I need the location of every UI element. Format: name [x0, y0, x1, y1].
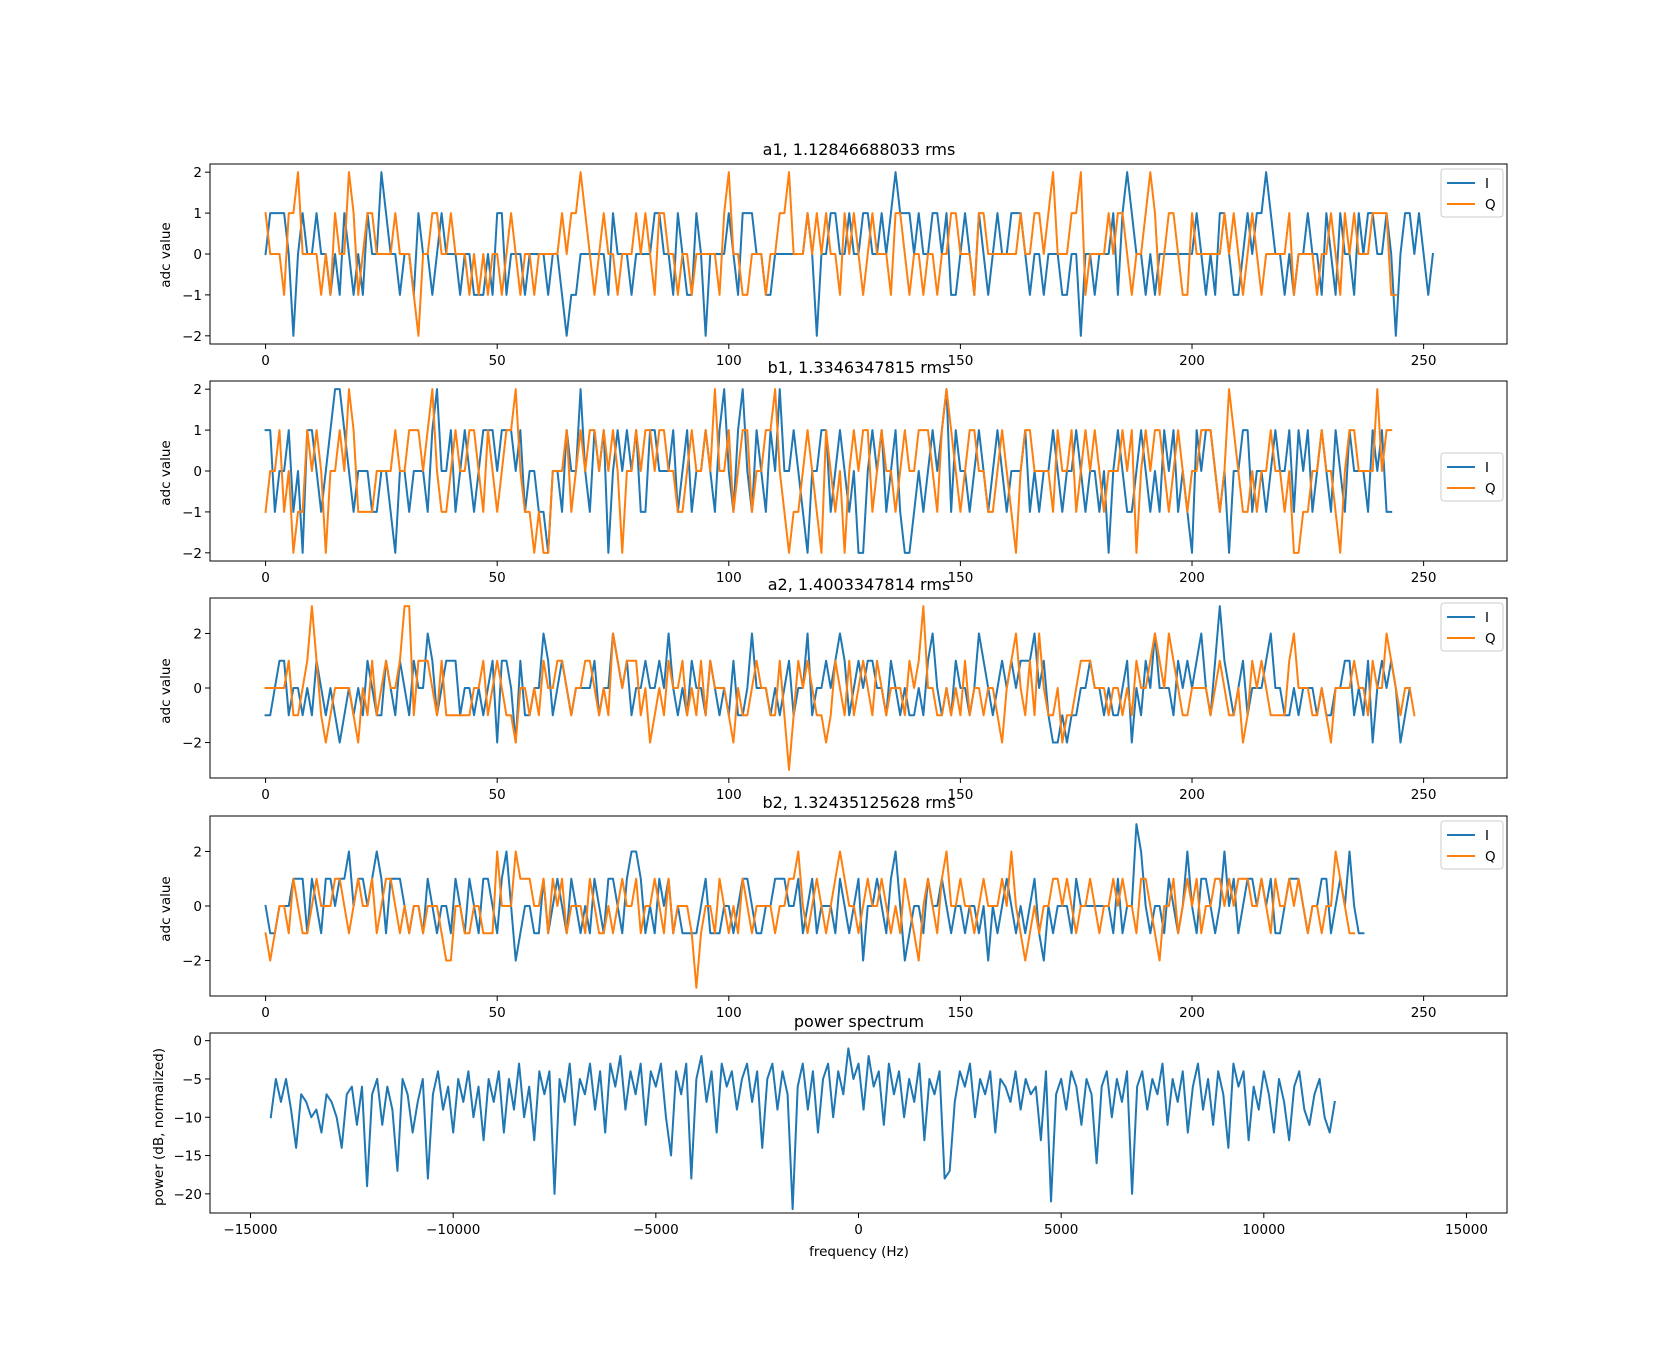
subplot-title: a1, 1.12846688033 rms: [763, 140, 956, 159]
y-tick-label: −10: [174, 1110, 203, 1126]
subplot-title: b2, 1.32435125628 rms: [762, 793, 955, 812]
x-tick-label: 50: [489, 353, 506, 369]
x-axis-label: frequency (Hz): [809, 1244, 909, 1260]
subplot-title: power spectrum: [794, 1012, 924, 1031]
x-tick-label: 10000: [1242, 1222, 1285, 1238]
series-line-q: [264, 171, 1397, 337]
y-tick-label: 2: [193, 165, 202, 181]
y-tick-label: 1: [193, 206, 202, 222]
legend-label-q: Q: [1485, 481, 1496, 497]
subplot-a1: a1, 1.12846688033 rms adc value 0 50 100 15…: [158, 140, 1508, 369]
legend-label-i: I: [1485, 176, 1489, 192]
y-tick-label: 2: [193, 626, 202, 642]
legend-label-q: Q: [1485, 631, 1496, 647]
x-tick-label: 0: [261, 787, 270, 803]
x-tick-label: 15000: [1445, 1222, 1488, 1238]
y-tick-label: −2: [182, 954, 202, 970]
series-line-q: [264, 605, 1416, 771]
x-tick-label: 0: [261, 353, 270, 369]
x-tick-label: 150: [948, 1005, 974, 1021]
x-tick-label: 150: [948, 787, 974, 803]
x-tick-label: 50: [489, 570, 506, 586]
y-tick-label: −2: [182, 546, 202, 562]
y-tick-label: 2: [193, 844, 202, 860]
y-tick-label: −1: [182, 505, 202, 521]
y-axis-label: adc value: [158, 658, 174, 723]
x-tick-label: 50: [489, 787, 506, 803]
x-tick-label: 200: [1179, 353, 1205, 369]
legend: IQ: [1440, 602, 1504, 652]
x-tick-label: 0: [261, 570, 270, 586]
series-line-q: [264, 850, 1356, 989]
x-tick-label: 5000: [1044, 1222, 1078, 1238]
y-tick-label: 0: [193, 899, 202, 915]
legend-label-q: Q: [1485, 197, 1496, 213]
series-line-i: [264, 605, 1411, 744]
y-tick-label: −1: [182, 288, 202, 304]
x-tick-label: 200: [1179, 570, 1205, 586]
x-tick-label: 250: [1411, 1005, 1437, 1021]
y-tick-label: 2: [193, 382, 202, 398]
series-line-i: [264, 388, 1393, 554]
x-tick-label: 250: [1411, 570, 1437, 586]
legend: IQ: [1440, 168, 1504, 218]
y-tick-label: −2: [182, 736, 202, 752]
series-line-q: [264, 388, 1393, 554]
subplot-title: b1, 1.3346347815 rms: [768, 358, 951, 377]
y-tick-label: 0: [193, 464, 202, 480]
legend-label-i: I: [1485, 828, 1489, 844]
y-tick-label: 0: [193, 1034, 202, 1050]
y-tick-label: 0: [193, 247, 202, 263]
x-tick-label: −5000: [633, 1222, 679, 1238]
y-axis-label: adc value: [158, 222, 174, 287]
subplot-title: a2, 1.4003347814 rms: [768, 575, 951, 594]
y-tick-label: −2: [182, 329, 202, 345]
x-tick-label: 250: [1411, 353, 1437, 369]
x-tick-label: 250: [1411, 787, 1437, 803]
y-tick-label: 0: [193, 681, 202, 697]
y-tick-label: 1: [193, 423, 202, 439]
y-axis-label: adc value: [158, 440, 174, 505]
y-tick-label: −20: [174, 1187, 203, 1203]
x-tick-label: 100: [716, 787, 742, 803]
x-tick-label: −10000: [426, 1222, 480, 1238]
y-axis-label: power (dB, normalized): [151, 1048, 167, 1206]
legend-label-i: I: [1485, 460, 1489, 476]
legend: IQ: [1440, 820, 1504, 870]
y-axis-label: adc value: [158, 876, 174, 941]
x-tick-label: 150: [948, 353, 974, 369]
x-tick-label: 0: [261, 1005, 270, 1021]
series-line-i: [264, 171, 1434, 337]
x-tick-label: 50: [489, 1005, 506, 1021]
subplot-a2: a2, 1.4003347814 rms adc value 0 50 100 150…: [158, 575, 1508, 803]
x-tick-label: 100: [716, 353, 742, 369]
legend-label-q: Q: [1485, 849, 1496, 865]
x-tick-label: 200: [1179, 1005, 1205, 1021]
x-tick-label: 100: [716, 1005, 742, 1021]
subplot-b2: b2, 1.32435125628 rms adc value 0 50 100 15…: [158, 793, 1508, 1021]
x-tick-label: 0: [854, 1222, 863, 1238]
series-line-spectrum: [269, 1047, 1336, 1211]
x-tick-label: −15000: [223, 1222, 277, 1238]
y-tick-label: −5: [182, 1072, 202, 1088]
x-tick-label: 150: [948, 570, 974, 586]
x-tick-label: 200: [1179, 787, 1205, 803]
y-tick-label: −15: [174, 1149, 203, 1165]
subplot-b1: b1, 1.3346347815 rms adc value 0 50 100 150…: [158, 358, 1508, 586]
legend-label-i: I: [1485, 610, 1489, 626]
x-tick-label: 100: [716, 570, 742, 586]
subplot-power-spectrum: power spectrum power (dB, normalized) fr…: [151, 1012, 1508, 1260]
legend: IQ: [1440, 452, 1504, 502]
